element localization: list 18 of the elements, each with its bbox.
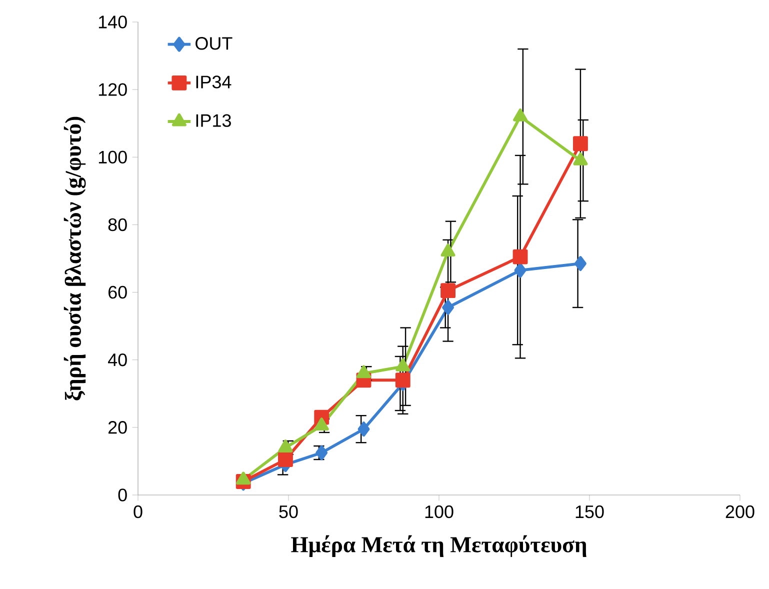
legend-label: OUT — [196, 37, 232, 50]
x-tick-label: 100 — [425, 505, 454, 518]
legend-label: IP13 — [196, 114, 231, 127]
y-tick-label: 40 — [108, 353, 127, 366]
y-tick-label: 140 — [98, 16, 127, 28]
x-tick-label: 50 — [279, 505, 298, 518]
y-tick-label: 60 — [108, 286, 127, 299]
x-tick-label: 200 — [726, 505, 754, 518]
x-tick-label: 0 — [134, 505, 142, 518]
legend-label: IP34 — [196, 76, 232, 88]
y-axis-title: ξηρή ουσία βλαστών (g/φυτό) — [64, 116, 86, 400]
y-tick-label: 100 — [98, 150, 127, 164]
x-tick-label: 150 — [576, 505, 604, 518]
y-tick-label: 120 — [98, 83, 127, 96]
y-tick-label: 0 — [118, 488, 127, 502]
x-axis-title: Ημέρα Μετά τη Μεταφύτευση — [291, 535, 586, 557]
y-tick-label: 20 — [108, 421, 127, 434]
y-tick-label: 80 — [108, 218, 127, 232]
